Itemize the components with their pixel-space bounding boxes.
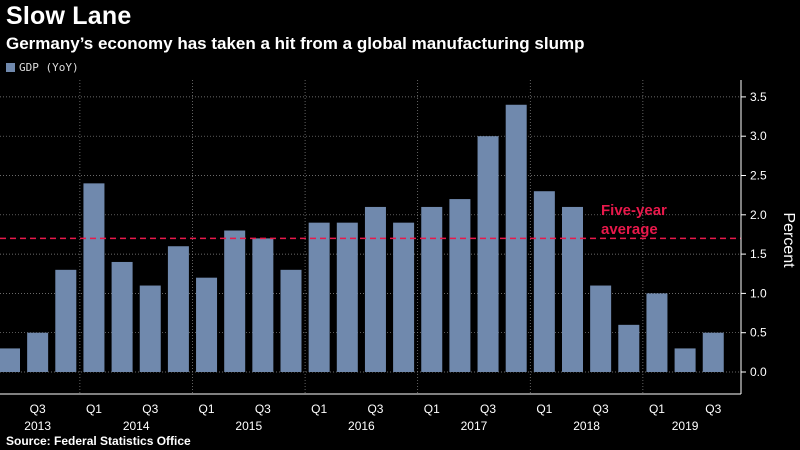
y-axis-title: Percent [780,212,797,268]
year-label: 2014 [123,419,150,433]
bar-q3-2013 [27,332,49,372]
x-tick-label: Q1 [86,402,102,416]
x-tick-label: Q1 [311,402,327,416]
year-label: 2019 [672,419,699,433]
bar-q2-2016 [336,222,358,372]
y-tick-label: 3.5 [750,90,767,104]
bar-q1-2017 [421,206,443,372]
bar-q4-2016 [393,222,415,372]
average-label-line-2: average [601,221,658,238]
bar-q3-2019 [702,332,724,372]
year-label: 2018 [573,419,600,433]
x-tick-label: Q3 [480,402,496,416]
bar-q2-2019 [674,348,696,372]
legend: GDP (YoY) [6,61,79,74]
bar-q1-2016 [308,222,330,372]
x-tick-label: Q3 [593,402,609,416]
y-tick-label: 3.0 [750,129,767,143]
x-tick-label: Q1 [649,402,665,416]
bar-q4-2014 [167,246,189,372]
x-tick-label: Q3 [705,402,721,416]
year-label: 2017 [461,419,488,433]
x-tick-label: Q1 [199,402,215,416]
x-tick-label: Q3 [255,402,271,416]
bar-q3-2016 [364,206,386,372]
year-label: 2016 [348,419,375,433]
year-label: 2015 [235,419,262,433]
bar-q4-2018 [618,324,640,372]
y-tick-label: 0.0 [750,365,767,379]
y-tick-label: 2.5 [750,169,767,183]
bar-q1-2019 [646,293,668,372]
average-label-line-1: Five-year [601,202,667,219]
bar-q3-2014 [139,285,161,372]
x-tick-label: Q1 [536,402,552,416]
y-tick-label: 0.5 [750,326,767,340]
bar-q4-2013 [55,269,77,372]
y-tick-label: 1.5 [750,247,767,261]
x-tick-label: Q1 [424,402,440,416]
chart-subtitle: Germany’s economy has taken a hit from a… [6,34,585,53]
bar-q2-2018 [562,206,583,372]
year-label: 2013 [24,419,51,433]
bar-q2-2015 [224,230,246,372]
y-tick-label: 2.0 [750,208,767,222]
bar-q1-2018 [533,191,555,372]
bar-q2-2017 [449,199,471,372]
bar-q1-2015 [196,277,218,372]
bar-q2-2013 [0,348,20,372]
x-tick-label: Q3 [367,402,383,416]
bar-q2-2014 [111,261,133,372]
source-note: Source: Federal Statistics Office [6,434,191,448]
y-tick-label: 1.0 [750,286,767,300]
bar-q4-2015 [280,269,302,372]
legend-swatch [6,63,15,72]
bar-q4-2017 [505,104,527,372]
bar-q3-2017 [477,136,499,372]
legend-label: GDP (YoY) [19,61,79,74]
x-tick-label: Q3 [142,402,158,416]
bar-q3-2015 [252,238,274,372]
chart-title: Slow Lane [6,2,132,30]
bar-q3-2018 [590,285,612,372]
x-tick-label: Q3 [30,402,46,416]
bar-q1-2014 [83,183,105,372]
